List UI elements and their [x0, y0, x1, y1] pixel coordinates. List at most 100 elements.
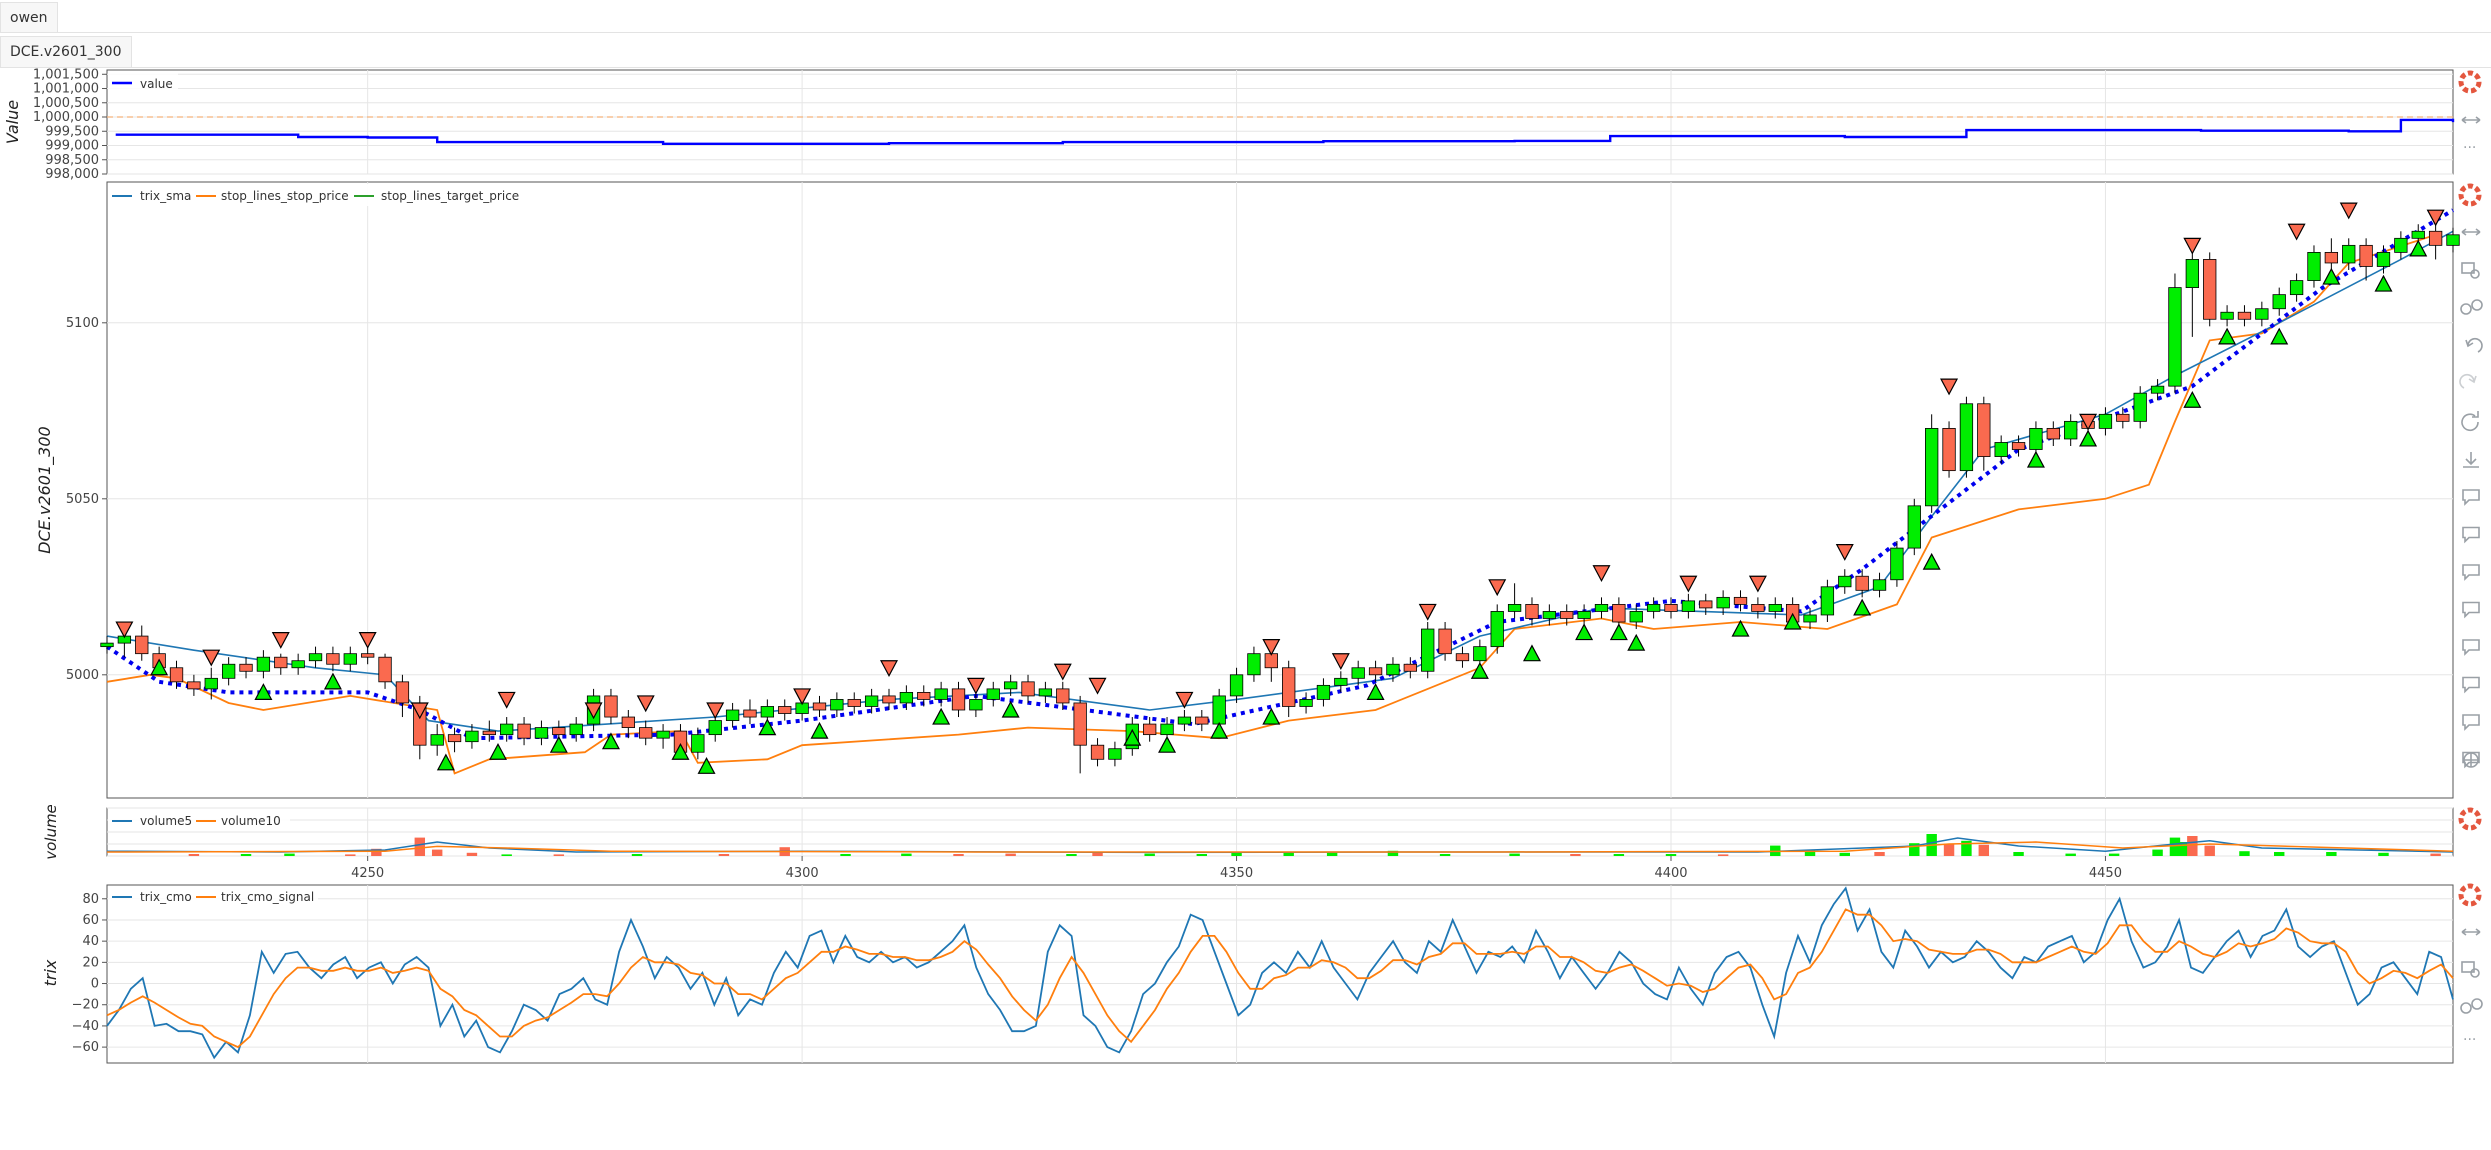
y-tick-label: 1,000,500	[33, 96, 99, 111]
volume-bar	[901, 853, 912, 856]
undo-icon[interactable]	[2465, 337, 2483, 353]
candle-body	[2411, 230, 2425, 239]
candle-body	[1316, 684, 1331, 700]
candle-body	[2029, 427, 2043, 450]
buy-marker	[601, 732, 620, 750]
candle-body	[1229, 674, 1244, 697]
candle-body	[1056, 688, 1070, 704]
x-axis-ticks: 4250 4300 4350 4400 4450	[351, 856, 2122, 881]
bokeh-logo-icon[interactable]	[2458, 183, 2482, 207]
crosshair-icon[interactable]	[2463, 752, 2479, 768]
sell-marker	[1053, 663, 1072, 681]
hover-icon[interactable]	[2462, 601, 2480, 619]
tab-owen[interactable]: owen	[0, 2, 58, 33]
price-legend: trix_sma stop_lines_stop_price stop_line…	[108, 184, 528, 206]
volume-bar	[631, 854, 643, 856]
candle-body	[1577, 611, 1591, 619]
candle-body	[1838, 575, 1852, 588]
candle-body	[1612, 604, 1626, 623]
bokeh-logo-icon[interactable]	[2458, 883, 2482, 907]
hover-icon[interactable]	[2462, 639, 2480, 656]
buy-marker	[1210, 721, 1229, 739]
bokeh-logo-icon[interactable]	[2458, 70, 2482, 94]
hover-icon[interactable]	[2462, 676, 2480, 694]
candle-body	[1890, 547, 1904, 581]
candle-body	[1195, 716, 1209, 725]
pan-icon[interactable]	[2461, 928, 2481, 936]
hover-icon[interactable]	[2462, 714, 2480, 731]
candle-body	[500, 723, 514, 736]
y-tick-label: 999,000	[45, 139, 99, 154]
bokeh-logo-icon[interactable]	[2458, 807, 2482, 831]
candle-body	[482, 730, 496, 736]
wheel-zoom-icon[interactable]	[2460, 998, 2483, 1014]
hover-icon[interactable]	[2462, 564, 2480, 581]
hover-tool-group	[2462, 489, 2480, 769]
stop-price-line	[106, 233, 2436, 775]
more-icon[interactable]: ···	[2463, 1032, 2476, 1048]
candle-body	[1507, 604, 1522, 612]
legend-label-trix-cmo: trix_cmo	[140, 890, 192, 904]
candle-body	[2394, 237, 2408, 253]
box-zoom-icon[interactable]	[2461, 262, 2480, 279]
candle-body	[1716, 596, 1730, 609]
buy-marker	[489, 742, 507, 760]
volume-bar	[240, 854, 252, 856]
hover-icon[interactable]	[2462, 489, 2480, 506]
candle-body	[1959, 403, 1974, 472]
volume-bar	[188, 854, 200, 856]
candle-body	[2446, 234, 2460, 246]
more-icon[interactable]: ···	[2463, 140, 2476, 156]
candle-body	[221, 663, 236, 679]
candle-body	[1177, 716, 1192, 725]
box-zoom-icon[interactable]	[2461, 961, 2480, 978]
buy-marker	[1627, 633, 1646, 651]
candle-body	[1455, 653, 1470, 662]
candle-body	[1681, 600, 1696, 612]
candle-body	[1820, 586, 1835, 616]
buy-marker	[2409, 239, 2428, 257]
volume-bar	[466, 852, 478, 856]
candle-body	[1038, 688, 1053, 697]
candle-body	[1490, 611, 1504, 648]
hover-icon[interactable]	[2462, 751, 2480, 769]
candle-body	[1299, 699, 1313, 707]
buy-marker	[671, 742, 690, 760]
candle-body	[239, 663, 253, 672]
candle-body	[2098, 413, 2113, 429]
candle-body	[951, 688, 966, 711]
trix-legend: trix_cmo trix_cmo_signal	[108, 887, 318, 907]
candle-body	[1907, 505, 1921, 549]
x-tick-label: 4400	[1654, 866, 1687, 881]
candle-body	[2272, 294, 2286, 310]
volume-bar	[553, 854, 565, 856]
candle-body	[204, 677, 218, 690]
redo-icon[interactable]	[2459, 373, 2477, 389]
volume-bar	[431, 849, 443, 856]
reset-icon[interactable]	[2461, 411, 2479, 432]
volume-bar	[1509, 853, 1520, 856]
candle-body	[291, 660, 305, 669]
hover-icon[interactable]	[2462, 526, 2480, 544]
volume-bar	[1961, 840, 1972, 856]
value-toolbar: ···	[2458, 70, 2482, 156]
y-tick-label: 5000	[66, 668, 99, 683]
candle-body	[1594, 604, 1609, 612]
candle-body	[2185, 259, 2199, 289]
buy-marker	[1001, 700, 1020, 718]
pan-icon[interactable]	[2461, 116, 2481, 124]
candle-body	[1525, 604, 1539, 619]
wheel-zoom-icon[interactable]	[2460, 299, 2483, 315]
candle-body	[534, 727, 549, 739]
save-icon[interactable]	[2463, 452, 2479, 468]
sell-marker	[1748, 575, 1767, 593]
trix-grid	[107, 885, 2453, 1063]
buy-marker	[254, 683, 273, 700]
volume-bar	[840, 854, 851, 856]
buy-marker	[2322, 267, 2341, 285]
tab-dce-v2601-300[interactable]: DCE.v2601_300	[0, 36, 132, 67]
pan-icon[interactable]	[2461, 228, 2481, 236]
volume-bar	[1283, 852, 1294, 856]
volume-bar	[2108, 853, 2120, 856]
candle-body	[1733, 596, 1748, 605]
